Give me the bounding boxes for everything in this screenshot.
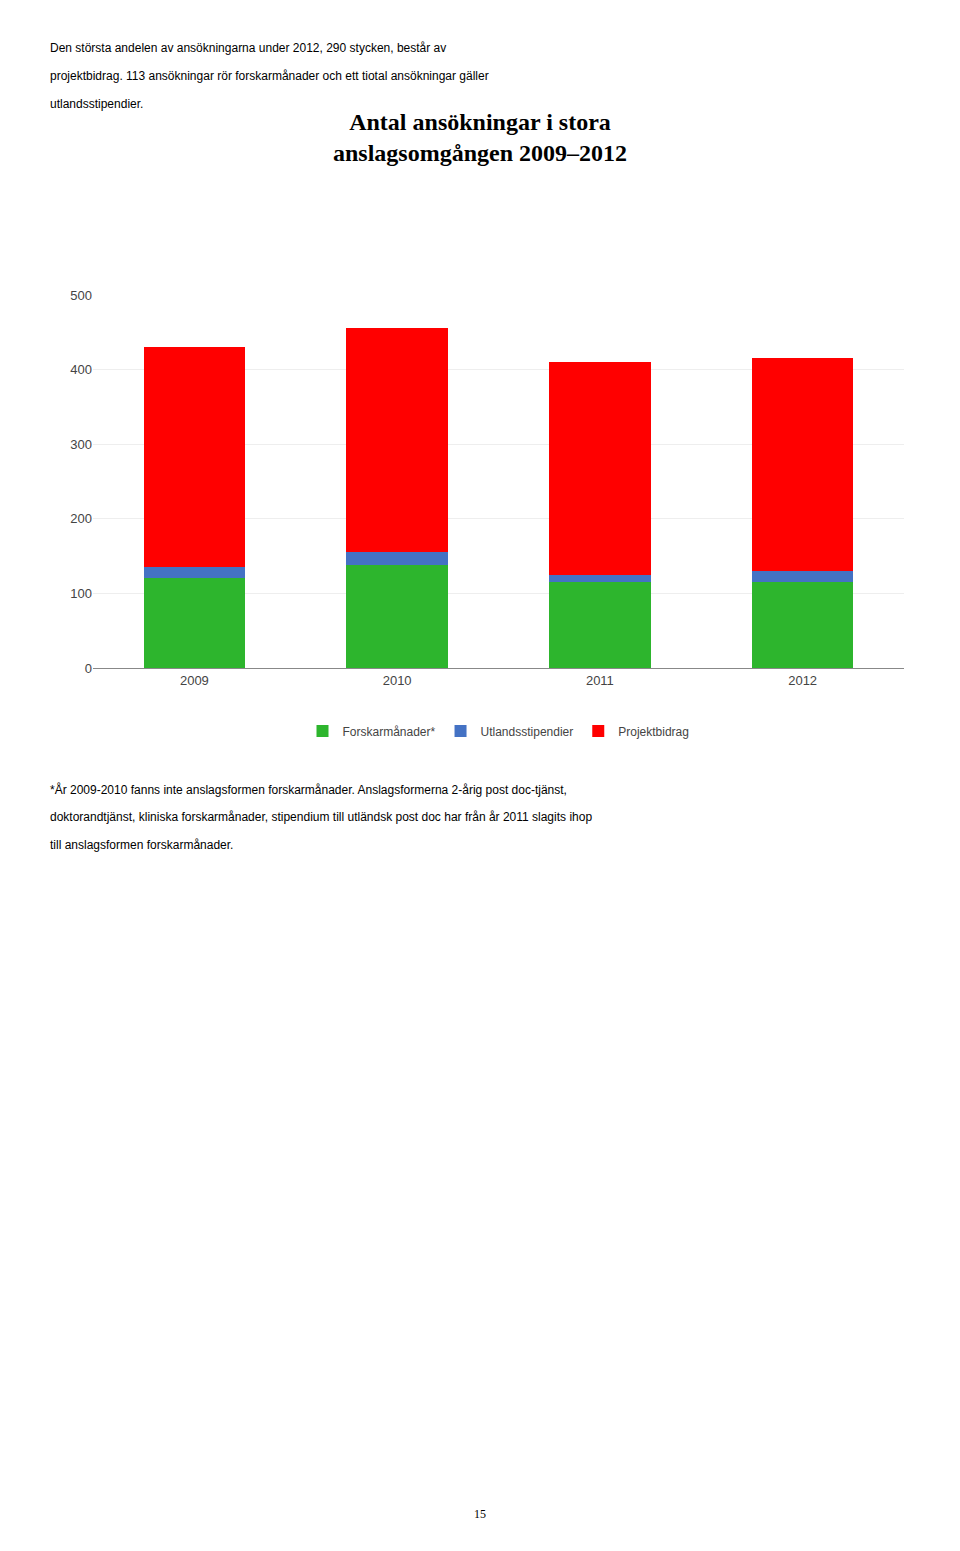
svg-text:2011: 2011 xyxy=(586,673,614,688)
svg-text:utlandsstipendier.: utlandsstipendier. xyxy=(50,97,143,111)
svg-text:2010: 2010 xyxy=(383,673,412,688)
svg-text:Den största andelen av ansökni: Den största andelen av ansökningarna und… xyxy=(50,41,446,55)
svg-text:200: 200 xyxy=(70,511,92,526)
svg-text:500: 500 xyxy=(70,288,92,303)
svg-text:doktorandtjänst, kliniska fors: doktorandtjänst, kliniska forskarmånader… xyxy=(50,810,592,824)
svg-text:Forskarmånader*: Forskarmånader* xyxy=(343,725,436,739)
svg-text:Antal ansökningar i storaansla: Antal ansökningar i storaanslagsomgången… xyxy=(333,109,627,166)
svg-text:2009: 2009 xyxy=(180,673,209,688)
svg-text:Utlandsstipendier: Utlandsstipendier xyxy=(481,725,574,739)
svg-text:projektbidrag. 113 ansökningar: projektbidrag. 113 ansökningar rör forsk… xyxy=(50,69,489,83)
svg-text:300: 300 xyxy=(70,437,92,452)
svg-text:0: 0 xyxy=(85,661,92,676)
svg-text:Projektbidrag: Projektbidrag xyxy=(618,725,689,739)
svg-text:15: 15 xyxy=(474,1507,486,1521)
svg-text:100: 100 xyxy=(70,586,92,601)
svg-text:2012: 2012 xyxy=(788,673,817,688)
svg-text:till anslagsformen forskarmåna: till anslagsformen forskarmånader. xyxy=(50,838,233,852)
svg-text:400: 400 xyxy=(70,362,92,377)
svg-text:*År 2009-2010 fanns inte ansla: *År 2009-2010 fanns inte anslagsformen f… xyxy=(50,782,567,797)
